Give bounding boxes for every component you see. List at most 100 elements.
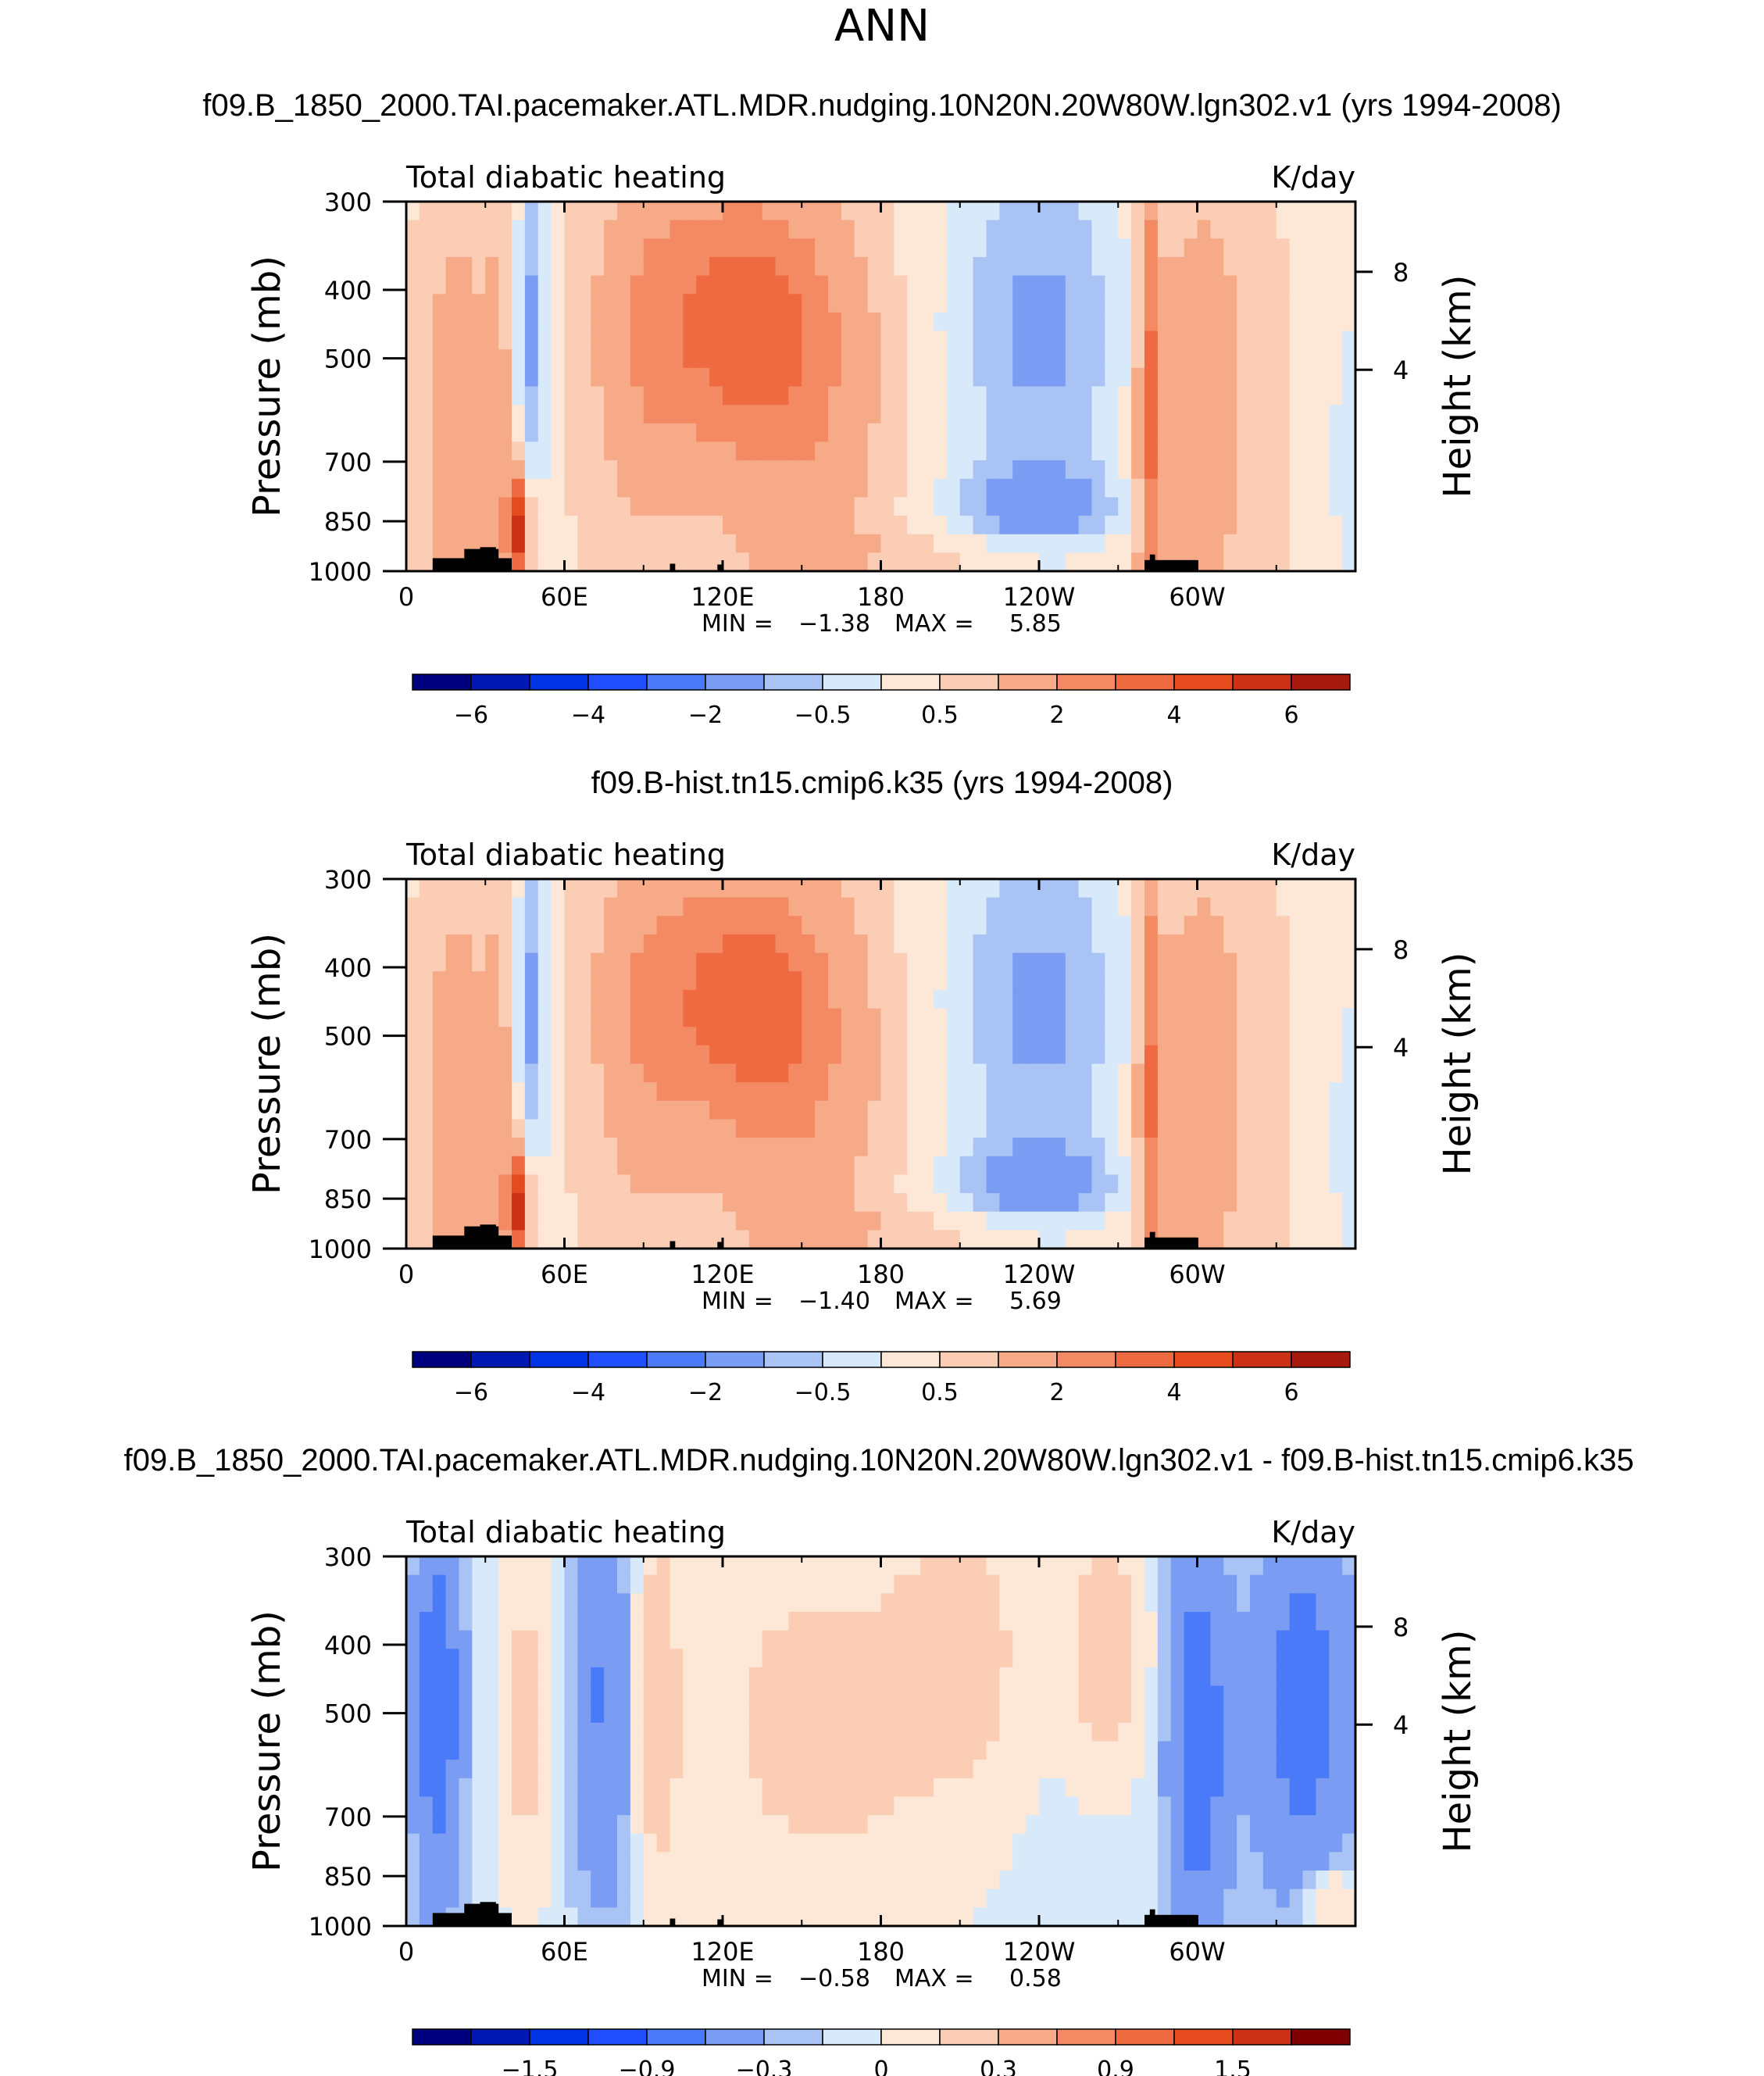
heatmap-cell [1026,971,1040,991]
heatmap-cell [946,1119,961,1138]
heatmap-cell [1210,275,1224,295]
heatmap-cell [656,460,671,480]
heatmap-cell [537,1556,552,1576]
heatmap-cell [1302,460,1316,480]
heatmap-cell [775,1611,789,1631]
heatmap-cell [1316,1796,1330,1816]
y-tick-label: 700 [324,1803,372,1832]
heatmap-cell [1065,989,1080,1009]
heatmap-cell [1223,1063,1237,1083]
heatmap-cell [604,1063,618,1083]
heatmap-cell [1157,405,1172,424]
heatmap-cell [1342,1193,1356,1213]
heatmap-cell [1289,552,1304,572]
heatmap-cell [815,1722,829,1742]
heatmap-cell [748,367,763,388]
heatmap-cell [591,1230,605,1249]
heatmap-cell [1237,1630,1251,1649]
heatmap-cell [432,1833,447,1853]
heatmap-cell [564,1667,578,1687]
heatmap-cell [934,934,948,954]
heatmap-cell [748,275,763,295]
heatmap-cell [1118,1082,1132,1102]
heatmap-cell [1052,423,1066,443]
heatmap-cell [485,331,499,350]
heatmap-cell [1118,897,1132,917]
heatmap-cell [656,1741,671,1760]
heatmap-cell [459,1778,473,1798]
heatmap-cell [551,331,566,350]
heatmap-cell [1302,405,1316,424]
heatmap-cell [762,1704,777,1724]
heatmap-cell [1039,478,1053,498]
heatmap-cell [630,1100,645,1120]
heatmap-cell [815,934,829,954]
heatmap-cell [591,1593,605,1613]
heatmap-cell [1052,441,1066,461]
heatmap-cell [445,1871,460,1890]
heatmap-cell [1289,1871,1304,1890]
y-tick-label: 1000 [309,557,372,587]
heatmap-cell [1237,1574,1251,1594]
heatmap-cell [696,1045,710,1065]
heatmap-cell [1223,238,1237,258]
heatmap-cell [1210,1722,1224,1742]
heatmap-cell [498,879,512,899]
heatmap-cell [788,478,802,498]
heatmap-cell [880,1556,894,1576]
heatmap-cell [1237,1008,1251,1027]
heatmap-cell [709,1611,723,1631]
heatmap-cell [472,460,486,480]
panel-title: f09.B-hist.tn15.cmip6.k35 (yrs 1994-2008… [591,766,1173,800]
heatmap-cell [748,1593,763,1613]
heatmap-cell [1026,1593,1040,1613]
heatmap-cell [1105,516,1119,535]
heatmap-cell [802,1193,816,1213]
heatmap-cell [1250,534,1264,553]
heatmap-cell [1316,478,1330,498]
heatmap-cell [828,1027,842,1046]
heatmap-cell [854,1063,869,1083]
heatmap-cell [1250,1230,1264,1249]
heatmap-cell [999,1778,1013,1798]
heatmap-cell [432,1667,447,1687]
heatmap-cell [1118,1156,1132,1175]
heatmap-cell [894,331,908,350]
heatmap-cell [894,1574,908,1594]
heatmap-cell [1289,1630,1304,1649]
heatmap-cell [1105,1778,1119,1798]
x-tick-label: 180 [857,1937,905,1967]
heatmap-cell [419,331,434,350]
heatmap-cell [551,220,566,239]
heatmap-cell [537,1174,552,1194]
heatmap-cell [1289,1760,1304,1779]
heatmap-cell [1250,1027,1264,1046]
heatmap-cell [656,1556,671,1576]
heatmap-cell [630,552,645,572]
heatmap-cell [1039,460,1053,480]
heatmap-cell [788,1685,802,1705]
heatmap-cell [1289,879,1304,899]
heatmap-cell [920,275,934,295]
heatmap-cell [1302,1156,1316,1175]
heatmap-cell [723,1156,737,1175]
heatmap-cell [1026,460,1040,480]
heatmap-cell [1276,1815,1291,1835]
heatmap-cell [775,1008,789,1027]
heatmap-cell [551,1082,566,1102]
heatmap-cell [1091,1156,1105,1175]
heatmap-cell [854,220,869,239]
heatmap-cell [735,1556,750,1576]
heatmap-cell [959,497,974,516]
heatmap-cell [920,1722,934,1742]
heatmap-cell [854,1211,869,1231]
heatmap-cell [748,1649,763,1668]
heatmap-cell [802,294,816,313]
heatmap-cell [986,971,1000,991]
heatmap-cell [656,275,671,295]
heatmap-cell [709,1593,723,1613]
heatmap-cell [445,1027,460,1046]
heatmap-cell [1223,478,1237,498]
heatmap-cell [1197,1193,1211,1213]
heatmap-cell [670,971,684,991]
